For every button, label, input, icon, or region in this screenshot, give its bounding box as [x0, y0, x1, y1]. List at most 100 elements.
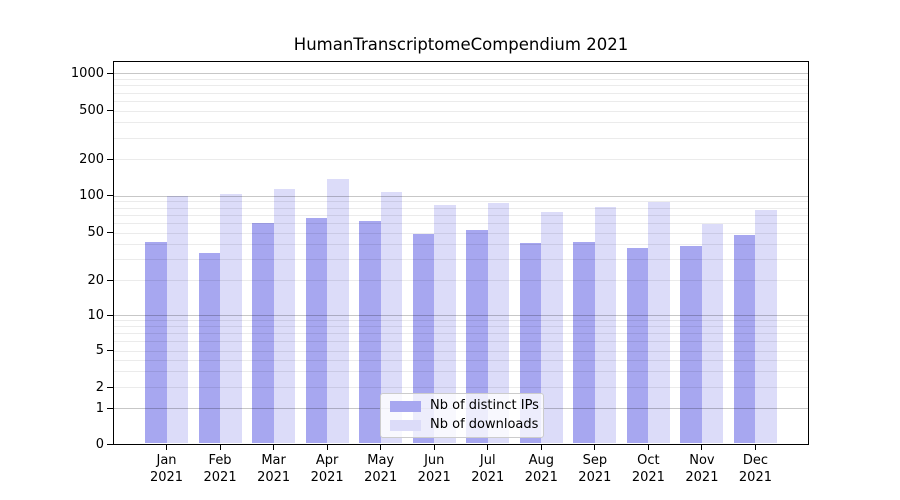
x-tick	[594, 445, 596, 450]
major-gridline	[114, 315, 808, 316]
y-tick-label: 100	[79, 188, 104, 204]
bar-downloads-dec	[755, 210, 777, 444]
bar-ips-sep	[573, 241, 595, 444]
minor-gridline	[114, 92, 808, 94]
y-tick-label: 50	[87, 225, 104, 241]
bar-downloads-oct	[648, 201, 670, 444]
minor-gridline	[114, 350, 808, 352]
minor-gridline	[114, 244, 808, 246]
y-tick	[107, 195, 113, 197]
bar-downloads-feb	[220, 194, 242, 444]
minor-gridline	[114, 222, 808, 224]
bar-ips-dec	[733, 234, 756, 444]
y-tick-label: 2	[95, 379, 104, 395]
minor-gridline	[114, 280, 808, 281]
y-tick	[107, 232, 113, 234]
major-gridline	[114, 73, 808, 75]
y-tick	[107, 350, 113, 352]
x-tick-label-oct: Oct 2021	[631, 453, 665, 485]
x-tick	[540, 445, 542, 450]
y-tick-label: 5	[95, 343, 104, 359]
minor-gridline	[114, 78, 808, 80]
legend-label-downloads: Nb of downloads	[430, 417, 539, 432]
plot-area	[113, 61, 809, 445]
y-tick	[107, 444, 113, 445]
legend-swatch-distinct-ips	[390, 400, 421, 412]
y-tick-label: 1000	[70, 65, 104, 81]
minor-gridline	[114, 159, 808, 160]
y-tick	[107, 314, 113, 316]
x-tick	[166, 445, 168, 450]
y-tick-label: 0	[95, 437, 104, 452]
minor-gridline	[114, 326, 808, 328]
bar-ips-oct	[626, 248, 649, 444]
x-tick-label-sep: Sep 2021	[578, 453, 612, 485]
bar-ips-jun	[412, 233, 435, 444]
minor-gridline	[114, 214, 808, 216]
bar-ips-nov	[680, 245, 702, 444]
x-tick-label-feb: Feb 2021	[203, 453, 237, 485]
y-tick-label: 200	[79, 151, 104, 167]
legend-item-distinct-ips: Nb of distinct IPs	[390, 399, 539, 413]
x-tick-label-apr: Apr 2021	[310, 453, 344, 485]
x-tick	[326, 445, 328, 450]
x-tick-label-jun: Jun 2021	[417, 453, 451, 485]
y-tick-label: 20	[87, 272, 104, 288]
minor-gridline	[114, 137, 808, 139]
minor-gridline	[114, 122, 808, 124]
chart-title: HumanTranscriptomeCompendium 2021	[293, 35, 629, 54]
bar-downloads-apr	[327, 179, 349, 444]
bar-downloads-aug	[541, 212, 563, 444]
bar-downloads-may	[380, 191, 403, 444]
minor-gridline	[114, 359, 808, 361]
x-tick-label-dec: Dec 2021	[738, 453, 772, 485]
y-tick	[107, 72, 113, 74]
major-gridline	[114, 195, 808, 197]
legend: Nb of distinct IPs Nb of downloads	[380, 393, 544, 438]
x-tick-label-aug: Aug 2021	[524, 453, 558, 485]
x-tick	[219, 445, 221, 450]
minor-gridline	[114, 100, 808, 102]
bar-ips-mar	[252, 222, 274, 444]
x-tick	[380, 445, 382, 450]
bar-ips-jul	[466, 229, 488, 444]
y-tick	[107, 158, 113, 160]
y-tick-label: 1	[95, 400, 104, 416]
minor-gridline	[114, 341, 808, 343]
bar-downloads-mar	[273, 189, 296, 444]
x-tick	[754, 445, 756, 450]
minor-gridline	[114, 85, 808, 87]
x-tick	[433, 445, 435, 450]
y-tick-label: 10	[87, 307, 104, 323]
bar-downloads-nov	[701, 223, 724, 444]
minor-gridline	[114, 232, 808, 234]
minor-gridline	[114, 387, 808, 389]
x-tick	[273, 445, 275, 450]
minor-gridline	[114, 371, 808, 373]
y-tick-label: 500	[79, 103, 104, 119]
x-tick	[647, 445, 649, 450]
bar-ips-apr	[305, 217, 328, 444]
minor-gridline	[114, 201, 808, 203]
x-tick	[701, 445, 703, 450]
y-tick	[107, 386, 113, 388]
bar-downloads-sep	[594, 206, 617, 444]
x-tick-label-nov: Nov 2021	[685, 453, 719, 485]
bar-ips-feb	[198, 252, 221, 444]
y-tick	[107, 279, 113, 281]
minor-gridline	[114, 320, 808, 322]
minor-gridline	[114, 259, 808, 261]
minor-gridline	[114, 207, 808, 209]
minor-gridline	[114, 110, 808, 112]
x-tick-label-may: May 2021	[364, 453, 398, 485]
x-tick-label-jan: Jan 2021	[149, 453, 184, 485]
minor-gridline	[114, 333, 808, 335]
y-tick	[107, 110, 113, 112]
bar-downloads-jan	[166, 195, 189, 444]
legend-label-distinct-ips: Nb of distinct IPs	[430, 398, 539, 413]
x-tick-label-mar: Mar 2021	[257, 453, 291, 485]
legend-item-downloads: Nb of downloads	[390, 418, 538, 432]
y-tick	[107, 407, 113, 409]
bar-ips-jan	[145, 241, 167, 444]
